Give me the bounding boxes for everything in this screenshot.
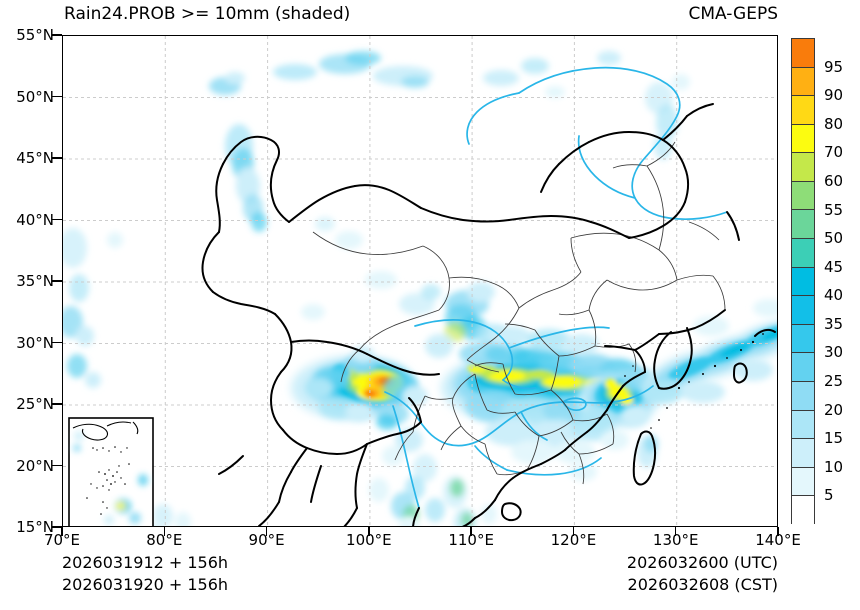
lat-tick-mark xyxy=(52,403,62,405)
lon-tick-mark xyxy=(777,527,779,536)
lon-tick-label: 70°E xyxy=(43,531,81,549)
colorbar-tick-label: 50 xyxy=(824,229,844,248)
colorbar-tick-label: 90 xyxy=(824,86,844,105)
colorbar-tick-label: 10 xyxy=(824,457,844,476)
colorbar-tick-label: 70 xyxy=(824,143,844,162)
colorbar-band xyxy=(792,181,814,211)
colorbar-band xyxy=(792,324,814,354)
lat-tick-mark xyxy=(52,280,62,282)
lon-tick-mark xyxy=(368,527,370,536)
lat-tick-label: 40°N xyxy=(16,210,54,229)
lat-tick-mark xyxy=(52,34,62,36)
colorbar-tick-label: 80 xyxy=(824,114,844,133)
lon-tick-label: 130°E xyxy=(652,531,699,549)
lat-tick-mark xyxy=(52,526,62,528)
lat-tick-label: 20°N xyxy=(16,456,54,475)
init-time-utc-label: 2026031912 + 156h xyxy=(62,553,229,572)
colorbar-band xyxy=(792,439,814,468)
colorbar[interactable] xyxy=(791,38,815,525)
map-canvas xyxy=(63,36,777,526)
lat-tick-label: 35°N xyxy=(16,272,54,290)
colorbar-band xyxy=(792,153,814,182)
province-borders xyxy=(312,141,726,485)
colorbar-band xyxy=(792,410,814,440)
lon-tick-mark xyxy=(675,527,677,536)
colorbar-tick-label: 35 xyxy=(824,314,844,333)
page-title: Rain24.PROB >= 10mm (shaded) xyxy=(64,4,351,24)
colorbar-band xyxy=(792,96,814,125)
colorbar-band xyxy=(792,39,814,68)
colorbar-tick-label: 60 xyxy=(824,171,844,190)
colorbar-band xyxy=(792,296,814,325)
probability-shading xyxy=(63,51,777,526)
colorbar-band xyxy=(792,267,814,297)
national-border xyxy=(201,103,776,526)
map-gridlines xyxy=(63,36,777,526)
map-plot-area[interactable] xyxy=(62,35,778,527)
colorbar-band xyxy=(792,467,814,497)
lat-tick-label: 45°N xyxy=(16,149,54,167)
south-china-sea-inset xyxy=(68,417,154,526)
lon-tick-label: 80°E xyxy=(146,531,183,549)
lon-tick-mark xyxy=(470,527,472,536)
colorbar-band xyxy=(792,239,814,268)
lat-tick-mark xyxy=(52,157,62,159)
model-label: CMA-GEPS xyxy=(688,4,778,24)
lon-tick-mark xyxy=(572,527,575,536)
colorbar-tick-label: 5 xyxy=(824,486,834,505)
lat-tick-label: 25°N xyxy=(16,395,54,413)
lon-tick-label: 110°E xyxy=(448,531,494,549)
colorbar-tick-label: 25 xyxy=(824,372,844,391)
island-dots xyxy=(624,333,764,429)
colorbar-tick-label: 95 xyxy=(824,57,844,76)
colorbar-band xyxy=(792,210,814,240)
colorbar-tick-label: 40 xyxy=(824,286,844,305)
lat-tick-mark xyxy=(52,341,62,344)
colorbar-tick-label: 20 xyxy=(824,400,844,419)
lat-tick-label: 15°N xyxy=(16,518,54,536)
colorbar-band xyxy=(792,381,814,411)
valid-time-cst-label: 2026032608 (CST) xyxy=(627,575,778,594)
lon-tick-mark xyxy=(163,527,165,536)
colorbar-band xyxy=(792,496,814,525)
lon-tick-label: 90°E xyxy=(248,531,285,549)
lat-tick-label: 55°N xyxy=(16,26,54,44)
colorbar-band xyxy=(792,353,814,382)
lon-tick-label: 120°E xyxy=(550,531,597,549)
colorbar-tick-label: 15 xyxy=(824,429,844,448)
colorbar-tick-label: 30 xyxy=(824,343,844,362)
lon-tick-label: 100°E xyxy=(346,531,392,549)
lat-tick-mark xyxy=(52,464,62,467)
colorbar-band xyxy=(792,124,814,154)
tibet-maximum xyxy=(291,346,428,430)
lon-tick-label: 140°E xyxy=(755,531,801,549)
lon-tick-mark xyxy=(61,527,63,536)
init-time-cst-label: 2026031920 + 156h xyxy=(62,575,229,594)
colorbar-tick-label: 45 xyxy=(824,257,844,276)
lon-tick-mark xyxy=(265,527,268,536)
lat-tick-mark xyxy=(52,95,62,98)
lat-tick-label: 30°N xyxy=(16,333,54,352)
colorbar-band xyxy=(792,67,814,97)
valid-time-utc-label: 2026032600 (UTC) xyxy=(626,553,778,572)
lat-tick-label: 50°N xyxy=(16,87,54,106)
colorbar-tick-label: 55 xyxy=(824,200,844,219)
lat-tick-mark xyxy=(52,218,62,221)
